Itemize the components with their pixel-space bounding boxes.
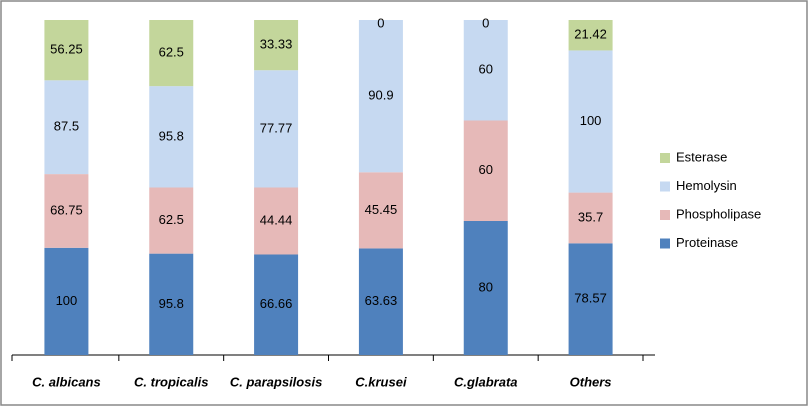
bar-segment <box>463 20 508 121</box>
bar-segment <box>254 70 299 188</box>
value-label: 45.45 <box>365 202 398 217</box>
value-label: 0 <box>377 15 384 30</box>
value-label: 62.5 <box>159 212 184 227</box>
legend-label: Phospholipase <box>676 206 761 221</box>
bar-segment <box>149 20 194 87</box>
bar-segment <box>254 20 299 71</box>
value-label: 68.75 <box>50 202 83 217</box>
x-tick-label: C.glabrata <box>454 374 518 389</box>
x-tick-label: C.krusei <box>355 374 407 389</box>
value-label: 60 <box>479 62 493 77</box>
bar-segment <box>568 50 613 193</box>
bar-segment <box>568 192 613 244</box>
value-label: 56.25 <box>50 42 83 57</box>
bar-segment <box>358 172 403 249</box>
legend-label: Proteinase <box>676 235 738 250</box>
x-tick-label: Others <box>570 374 612 389</box>
bar-segment <box>463 221 508 355</box>
value-label: 21.42 <box>574 27 607 42</box>
bar-segment <box>149 253 194 355</box>
legend-swatch <box>660 181 670 192</box>
legend-label: Hemolysin <box>676 178 737 193</box>
bar-segment <box>254 187 299 255</box>
bar-segment <box>568 243 613 355</box>
value-label: 35.7 <box>578 209 603 224</box>
value-label: 100 <box>56 293 78 308</box>
x-tick-label: C. parapsilosis <box>230 374 322 389</box>
bar-segment <box>568 20 613 51</box>
value-label: 87.5 <box>54 119 79 134</box>
value-label: 60 <box>479 162 493 177</box>
x-tick-label: C. albicans <box>32 374 101 389</box>
value-label: 100 <box>580 113 602 128</box>
bar-segment <box>358 248 403 355</box>
bar-segment <box>44 80 89 175</box>
value-label: 63.63 <box>365 293 398 308</box>
legend-swatch <box>660 210 670 220</box>
bar-segment <box>358 20 403 173</box>
value-label: 80 <box>479 279 493 294</box>
bar-segment <box>463 120 508 221</box>
value-label: 44.44 <box>260 212 293 227</box>
bar-segment <box>44 174 89 248</box>
bar-segment <box>254 254 299 355</box>
value-label: 77.77 <box>260 120 293 135</box>
value-label: 95.8 <box>159 296 184 311</box>
value-label: 78.57 <box>574 291 607 306</box>
value-label: 33.33 <box>260 37 293 52</box>
x-tick-label: C. tropicalis <box>134 374 208 389</box>
bar-segment <box>44 247 89 355</box>
value-label: 62.5 <box>159 45 184 60</box>
bar-segment <box>149 86 194 188</box>
legend-label: Esterase <box>676 149 727 164</box>
value-label: 90.9 <box>368 88 393 103</box>
value-label: 95.8 <box>159 128 184 143</box>
value-label: 0 <box>482 15 489 30</box>
bar-segment <box>44 20 89 81</box>
value-label: 66.66 <box>260 296 293 311</box>
bar-segment <box>149 187 194 254</box>
legend-swatch <box>660 238 670 249</box>
legend-swatch <box>660 153 670 163</box>
